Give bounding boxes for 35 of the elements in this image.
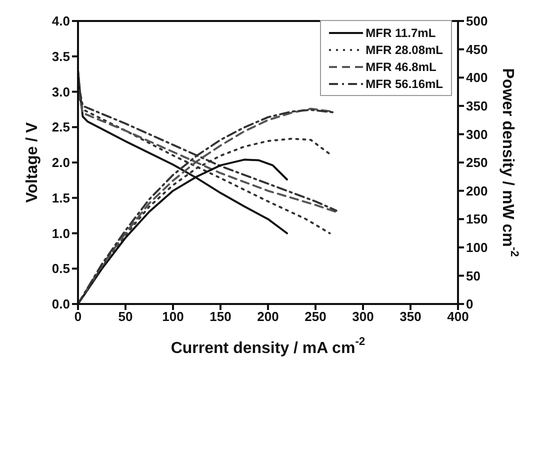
y2-tick-label: 250 xyxy=(466,155,488,170)
y-tick-label: 1.5 xyxy=(52,190,70,206)
x-tick-label: 400 xyxy=(447,309,469,324)
x-tick-label: 300 xyxy=(352,309,374,324)
y-tick-label: 0.5 xyxy=(52,261,70,276)
y2-tick-label: 300 xyxy=(466,126,488,142)
x-tick-label: 100 xyxy=(162,309,184,324)
x-axis-title: Current density / mA cm$^{-2}$ xyxy=(170,336,366,356)
y-tick-label: 2.5 xyxy=(52,120,70,135)
y-tick-label: 2.0 xyxy=(52,155,70,170)
x-tick-label: 150 xyxy=(210,309,232,324)
legend-label: MFR 28.08mL xyxy=(366,42,443,56)
x-tick-label: 0 xyxy=(74,309,82,324)
y2-tick-label: 400 xyxy=(466,70,488,86)
legend-label: MFR 56.16mL xyxy=(366,76,443,90)
y2-tick-label: 500 xyxy=(466,14,488,29)
y2-tick-label: 450 xyxy=(466,42,488,57)
x-tick-label: 250 xyxy=(304,309,326,324)
y2-tick-label: 100 xyxy=(466,240,488,256)
y2-tick-label: 50 xyxy=(466,268,480,284)
y-tick-label: 0.0 xyxy=(52,296,70,312)
y2-tick-label: 0 xyxy=(466,296,474,312)
y-tick-label: 4.0 xyxy=(52,14,70,29)
y-tick-label: 3.0 xyxy=(52,84,70,100)
legend-label: MFR 46.8mL xyxy=(366,60,436,74)
y2-tick-label: 150 xyxy=(466,212,488,227)
y-axis-title: Voltage / V xyxy=(24,122,40,203)
x-tick-label: 200 xyxy=(257,309,279,324)
legend-label: MFR 11.7mL xyxy=(366,26,436,40)
x-tick-label: 50 xyxy=(118,309,133,324)
y2-tick-label: 350 xyxy=(466,98,488,114)
y-tick-label: 1.0 xyxy=(52,226,70,241)
y2-tick-label: 200 xyxy=(466,183,488,198)
x-tick-label: 350 xyxy=(400,309,422,324)
y-tick-label: 3.5 xyxy=(52,48,70,64)
